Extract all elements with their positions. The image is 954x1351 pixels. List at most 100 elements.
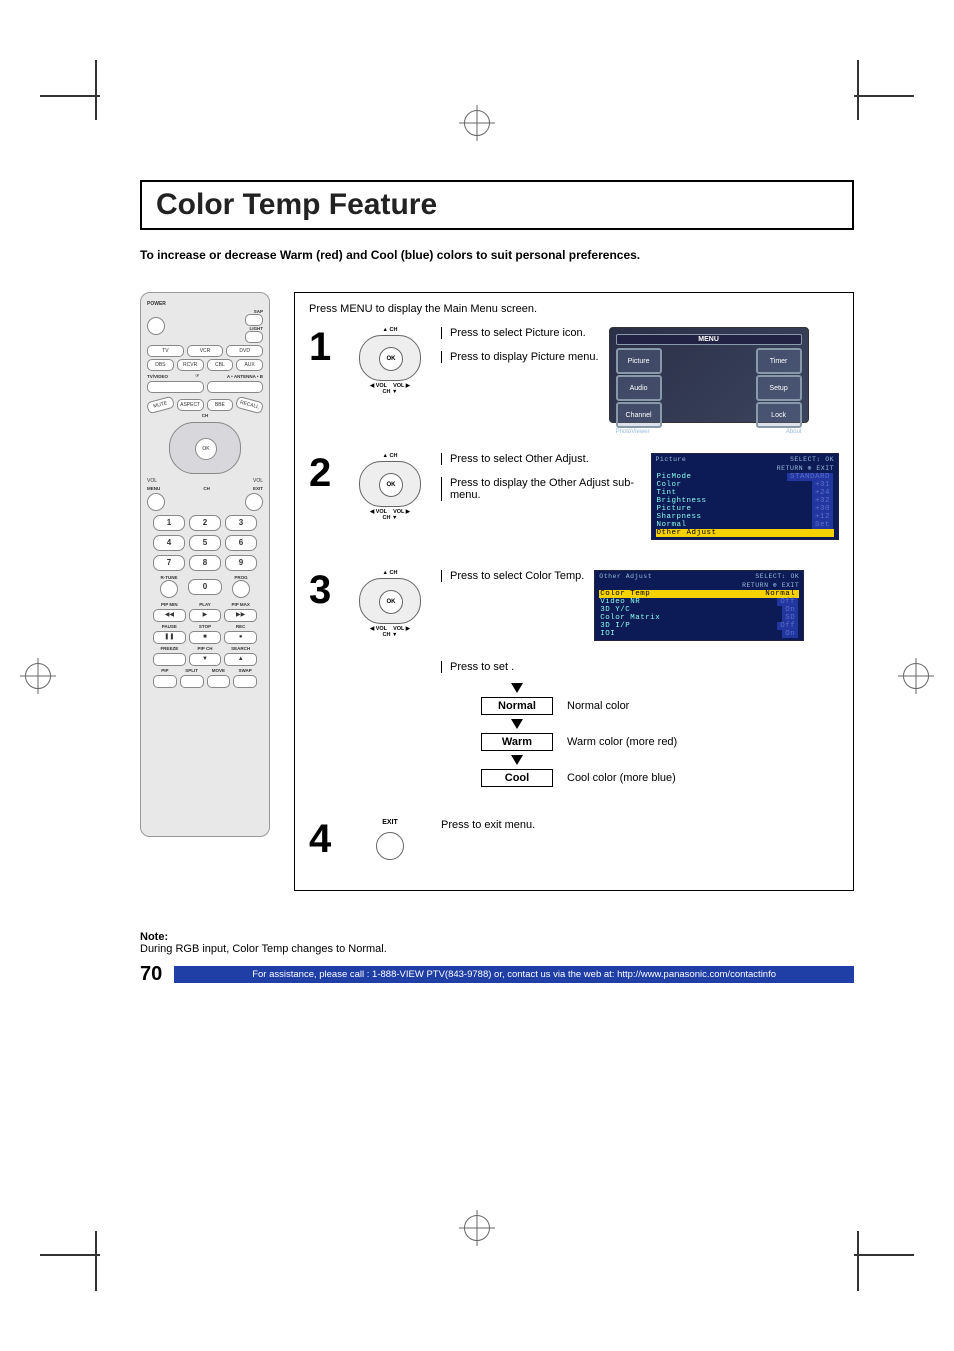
swap-button[interactable]	[233, 675, 257, 688]
tvvideo-button[interactable]	[147, 381, 204, 393]
ff-button[interactable]: ▶▶	[224, 609, 257, 622]
sap-button[interactable]	[245, 314, 263, 326]
light-button[interactable]	[245, 331, 263, 343]
registration-mark	[464, 1215, 490, 1241]
menu-about: About	[786, 429, 802, 435]
num-8[interactable]: 8	[189, 555, 221, 571]
device-aux[interactable]: AUX	[236, 359, 263, 371]
pipch-up-button[interactable]: ▲	[224, 653, 257, 666]
num-9[interactable]: 9	[225, 555, 257, 571]
step-3-number: 3	[309, 570, 339, 610]
arrow-down-icon	[511, 719, 523, 729]
num-6[interactable]: 6	[225, 535, 257, 551]
recall-button[interactable]: RECALL	[235, 396, 264, 415]
pip-label: PIP	[153, 668, 177, 673]
menu-label: MENU	[147, 486, 160, 491]
bbe-button[interactable]: BBE	[207, 399, 234, 411]
num-1[interactable]: 1	[153, 515, 185, 531]
prog-button[interactable]	[232, 580, 250, 598]
aspect-button[interactable]: ASPECT	[177, 399, 204, 411]
exit-button[interactable]	[245, 493, 263, 511]
split-button[interactable]	[180, 675, 204, 688]
other-adjust-row: Color MatrixSD	[599, 614, 799, 622]
picture-menu-row: PicModeSTANDARD	[656, 473, 834, 481]
rtune-button[interactable]	[160, 580, 178, 598]
move-button[interactable]	[207, 675, 231, 688]
device-tv[interactable]: TV	[147, 345, 184, 357]
device-cbl[interactable]: CBL	[207, 359, 234, 371]
power-button[interactable]	[147, 317, 165, 335]
nav-ok[interactable]: OK	[379, 590, 403, 614]
freeze-label: FREEZE	[153, 646, 186, 651]
nav-dpad[interactable]: OK	[359, 461, 421, 507]
picture-menu-row: Color+31	[656, 481, 834, 489]
pipch-down-button[interactable]: ▼	[189, 653, 222, 666]
option-desc: Warm color (more red)	[567, 736, 677, 748]
nav-pad-3: ▲ CH OK ◀ VOL VOL ▶ CH ▼	[351, 570, 429, 638]
play-label: PLAY	[189, 602, 222, 607]
nav-pad-1: ▲ CH OK ◀ VOL VOL ▶ CH ▼	[351, 327, 429, 395]
stop-label: STOP	[189, 624, 222, 629]
power-label: POWER	[147, 301, 263, 307]
menu-button[interactable]	[147, 493, 165, 511]
remote-dpad[interactable]: OK	[169, 422, 241, 474]
exit-round-button[interactable]	[376, 832, 404, 860]
freeze-button[interactable]	[153, 653, 186, 666]
other-adjust-row: 3D Y/COn	[599, 606, 799, 614]
menu-picture: Picture	[616, 348, 662, 374]
remote-control: POWER SAP LIGHT TV VCR DVD DBS RCVR CBL	[140, 292, 270, 837]
split-label: SPLIT	[180, 668, 204, 673]
other-adjust-row: IOIOn	[599, 630, 799, 638]
option-desc: Normal color	[567, 700, 629, 712]
num-3[interactable]: 3	[225, 515, 257, 531]
search-label: SEARCH	[224, 646, 257, 651]
mute-button[interactable]: MUTE	[146, 396, 175, 415]
other-adjust-row: 3D I/POff	[599, 622, 799, 630]
device-dvd[interactable]: DVD	[226, 345, 263, 357]
option-box: Cool	[481, 769, 553, 787]
step-2: 2 ▲ CH OK ◀ VOL VOL ▶ CH ▼ Press to sele…	[309, 453, 839, 540]
step-2-line1: Press to select Other Adjust.	[441, 453, 641, 465]
num-7[interactable]: 7	[153, 555, 185, 571]
registration-mark	[464, 110, 490, 136]
device-rcvr[interactable]: RCVR	[177, 359, 204, 371]
num-5[interactable]: 5	[189, 535, 221, 551]
menu-audio: Audio	[616, 375, 662, 401]
pipmin-label: PIP MIN	[153, 602, 186, 607]
page-number: 70	[140, 963, 162, 986]
num-2[interactable]: 2	[189, 515, 221, 531]
color-temp-option: WarmWarm color (more red)	[481, 733, 839, 751]
other-adjust-table: Other Adjust SELECT↕ OK RETURN ⊕ EXIT Co…	[594, 570, 804, 641]
menu-setup: Setup	[756, 375, 802, 401]
other-adjust-row: Video NROff	[599, 598, 799, 606]
stop-button[interactable]: ■	[189, 631, 222, 644]
antenna-button[interactable]	[207, 381, 264, 393]
arrow-down-icon	[511, 755, 523, 765]
play-button[interactable]: ▶	[189, 609, 222, 622]
step-2-number: 2	[309, 453, 339, 493]
tvvideo-label: TV/VIDEO	[147, 374, 168, 379]
rew-button[interactable]: ◀◀	[153, 609, 186, 622]
device-vcr[interactable]: VCR	[187, 345, 224, 357]
other-adjust-header: Other Adjust	[599, 573, 652, 580]
rec-button[interactable]: ●	[224, 631, 257, 644]
steps-intro: Press MENU to display the Main Menu scre…	[309, 303, 839, 315]
pause-button[interactable]: ❚❚	[153, 631, 186, 644]
page-title: Color Temp Feature	[156, 188, 838, 222]
device-dbs[interactable]: DBS	[147, 359, 174, 371]
move-label: MOVE	[207, 668, 231, 673]
step-1: 1 ▲ CH OK ◀ VOL VOL ▶ CH ▼ Press to sele…	[309, 327, 839, 423]
note-body: During RGB input, Color Temp changes to …	[140, 943, 854, 955]
step-4: 4 EXIT Press to exit menu.	[309, 819, 839, 866]
nav-ok[interactable]: OK	[379, 347, 403, 371]
exit-label-step4: EXIT	[351, 819, 429, 826]
remote-ok[interactable]: OK	[195, 438, 217, 460]
footer-bar: For assistance, please call : 1-888-VIEW…	[174, 966, 854, 983]
nav-dpad[interactable]: OK	[359, 578, 421, 624]
nav-ok[interactable]: OK	[379, 473, 403, 497]
num-4[interactable]: 4	[153, 535, 185, 551]
num-0[interactable]: 0	[188, 579, 222, 595]
pipch-label: PIP CH	[189, 646, 222, 651]
pip-button[interactable]	[153, 675, 177, 688]
nav-dpad[interactable]: OK	[359, 335, 421, 381]
